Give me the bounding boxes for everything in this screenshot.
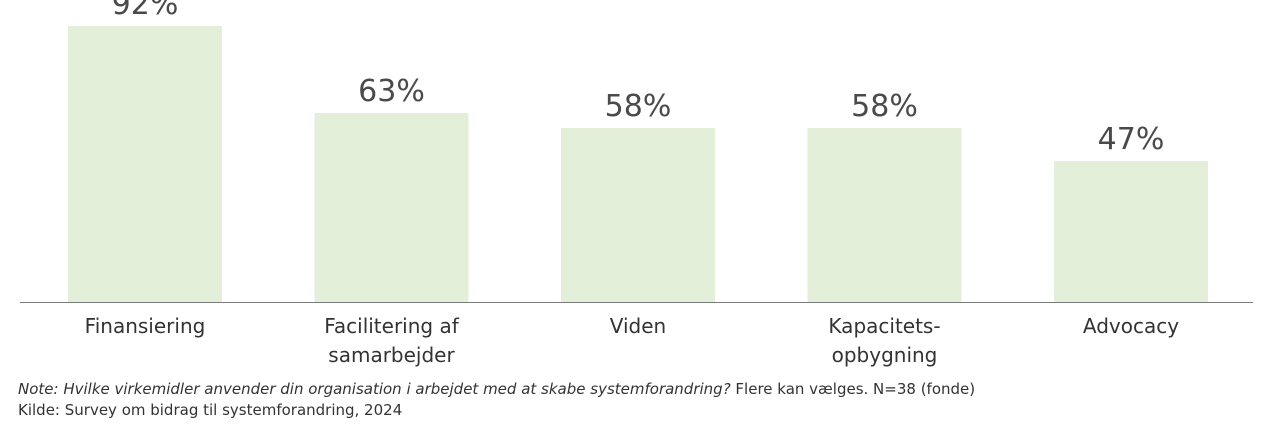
bar-3 — [561, 128, 715, 302]
bar-2 — [314, 113, 469, 302]
value-label-4: 58% — [851, 89, 918, 124]
category-label-line: samarbejder — [328, 343, 455, 367]
category-label-4: Kapacitets-opbygning — [828, 314, 940, 367]
value-label-2: 63% — [358, 74, 425, 109]
category-label-line: Facilitering af — [324, 314, 460, 338]
value-label-1: 92% — [112, 0, 179, 22]
bar-4 — [807, 128, 962, 302]
note-question: Note: Hvilke virkemidler anvender din or… — [18, 380, 731, 398]
category-labels-group: Finansiering Facilitering af samarbejder Vi… — [85, 314, 1180, 367]
category-label-line: Kapacitets- — [828, 314, 940, 338]
category-label-2: Facilitering af samarbejder — [324, 314, 460, 367]
category-label-3: Viden — [610, 314, 666, 338]
category-label-5: Advocacy — [1083, 314, 1179, 338]
category-label-1: Finansiering — [85, 314, 206, 338]
chart-note: Note: Hvilke virkemidler anvender din or… — [18, 380, 975, 398]
category-label-line: Advocacy — [1083, 314, 1179, 338]
value-label-5: 47% — [1098, 122, 1165, 157]
category-label-line: Finansiering — [85, 314, 206, 338]
category-label-line: opbygning — [832, 343, 938, 367]
bar-5 — [1054, 161, 1208, 302]
value-labels-group: 92% 63% 58% 58% 47% — [112, 0, 1165, 157]
note-details: Flere kan vælges. N=38 (fonde) — [730, 380, 976, 398]
value-label-3: 58% — [605, 89, 672, 124]
bar-1 — [68, 26, 222, 302]
chart-source: Kilde: Survey om bidrag til systemforand… — [18, 401, 403, 419]
category-label-line: Viden — [610, 314, 666, 338]
bars-group — [68, 26, 1208, 302]
bar-chart: 92% 63% 58% 58% 47% Finansiering Facilitering… — [20, 0, 1253, 367]
